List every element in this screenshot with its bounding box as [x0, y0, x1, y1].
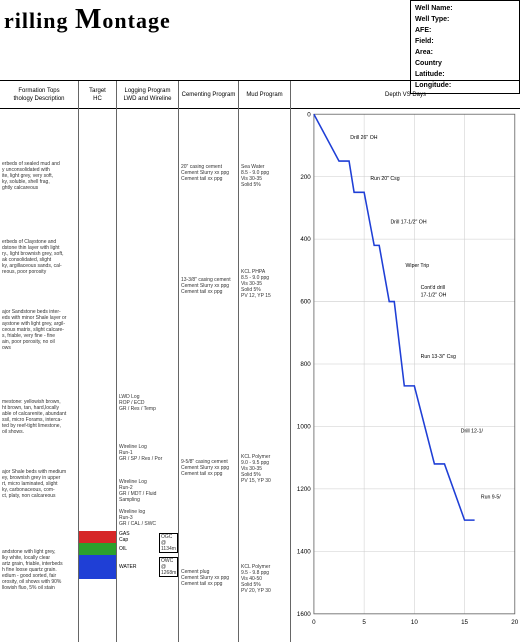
log-entry: Wireline Log Run-1 GR / SP / Res / Por: [119, 444, 176, 462]
chart-annotation: Run 13-3/" Csg: [421, 354, 456, 360]
column-body: 0200400600800100012001400160005101520Dri…: [291, 109, 520, 642]
chart-annotation: Run 20" Csg: [370, 176, 399, 182]
svg-text:5: 5: [362, 619, 366, 626]
mud-entry: KCL Polymer 9.5 - 9.8 ppg Vis 40-50 Soli…: [241, 564, 288, 594]
svg-text:0: 0: [307, 111, 311, 118]
wellinfo-field: Well Type:: [415, 14, 515, 25]
svg-text:400: 400: [300, 236, 311, 243]
log-entry: Wireline log Run-3 GR / CAL / SWC: [119, 509, 176, 527]
column-body: erbeds of sealed mud and y unconsolidate…: [0, 109, 78, 642]
svg-text:10: 10: [411, 619, 418, 626]
column-mud: Mud Program Sea Water 8.5 - 9.0 ppg Vis 3…: [238, 81, 290, 642]
cem-entry: 13-3/8" casing cement Cement Slurry xx p…: [181, 277, 236, 295]
chart-annotation: Drill 26" OH: [350, 135, 377, 141]
log-entry: LWD Log ROP / ECD GR / Res / Temp: [119, 394, 176, 412]
wellinfo-field: Country: [415, 58, 515, 69]
mud-entry: KCL PHPA 8.5 - 9.0 ppg Vis 30-35 Solid 5…: [241, 269, 288, 299]
column-form: Formation Tops thology Description erbeds…: [0, 81, 78, 642]
wellinfo-field: Well Name:: [415, 3, 515, 14]
form-entry: erbeds of Claystone and dstone thin laye…: [2, 239, 76, 275]
svg-text:20: 20: [511, 619, 518, 626]
mud-entry: KCL Polymer 9.0 - 9.5 ppg Vis 30-35 Soli…: [241, 454, 288, 484]
columns-container: Formation Tops thology Description erbeds…: [0, 80, 520, 642]
column-cem: Cementing Program 20" casing cement Cemen…: [178, 81, 238, 642]
chart-annotation: Run 9-5/: [481, 494, 501, 500]
svg-text:600: 600: [300, 299, 311, 306]
hc-block: [79, 543, 116, 555]
svg-text:1400: 1400: [297, 548, 311, 555]
svg-text:0: 0: [312, 619, 316, 626]
column-header: Mud Program: [239, 81, 290, 109]
depth-days-chart: 0200400600800100012001400160005101520Dri…: [291, 109, 520, 629]
form-entry: ajor Sandstone beds inter- eds with mino…: [2, 309, 76, 351]
title-cap: M: [75, 4, 102, 35]
form-entry: mestone: yellowish brown, ht brown, tan,…: [2, 399, 76, 435]
svg-text:200: 200: [300, 174, 311, 181]
column-hc: Target HCGAS CapOGC @ 1134mOILWATEROWC @…: [78, 81, 116, 642]
log-entry: Wireline Log Run-2 GR / MDT / Fluid Samp…: [119, 479, 176, 503]
hc-block: [79, 555, 116, 579]
cem-entry: Cement plug Cement Slurry xx ppg Cement …: [181, 569, 236, 587]
svg-text:15: 15: [461, 619, 468, 626]
chart-annotation: Cont'd drill: [421, 285, 445, 291]
cem-entry: 9-5/8" casing cement Cement Slurry xx pp…: [181, 459, 236, 477]
column-chart: Depth VS Days020040060080010001200140016…: [290, 81, 520, 642]
column-header: Depth VS Days: [291, 81, 520, 109]
svg-text:1200: 1200: [297, 486, 311, 493]
svg-text:1600: 1600: [297, 611, 311, 618]
column-header: Formation Tops thology Description: [0, 81, 78, 109]
column-log: Logging Program LWD and WirelineLWD Log …: [116, 81, 178, 642]
column-header: Cementing Program: [179, 81, 238, 109]
column-body: GAS CapOGC @ 1134mOILWATEROWC @ 1268m: [79, 109, 116, 642]
column-body: LWD Log ROP / ECD GR / Res / Temp Wirelin…: [117, 109, 178, 642]
column-body: 20" casing cement Cement Slurry xx ppg C…: [179, 109, 238, 642]
chart-annotation: Drill 17-1/2" OH: [390, 220, 426, 226]
wellinfo-field: Field:: [415, 36, 515, 47]
column-header: Logging Program LWD and Wireline: [117, 81, 178, 109]
form-entry: ajor Shale beds with medium ey, brownish…: [2, 469, 76, 499]
title-p2: ontage: [102, 8, 170, 33]
column-body: Sea Water 8.5 - 9.0 ppg Vis 30-35 Solid …: [239, 109, 290, 642]
title-p1: rilling: [4, 8, 68, 33]
form-entry: andstone with light grey, lky white, loc…: [2, 549, 76, 591]
wellinfo-field: Area:: [415, 47, 515, 58]
chart-annotation: Wiper Trip: [406, 263, 430, 269]
column-header: Target HC: [79, 81, 116, 109]
wellinfo-field: AFE:: [415, 25, 515, 36]
hc-block: [79, 531, 116, 543]
chart-annotation: Drill 12-1/: [461, 429, 484, 435]
svg-text:1000: 1000: [297, 424, 311, 431]
form-entry: erbeds of sealed mud and y unconsolidate…: [2, 161, 76, 191]
wellinfo-field: Latitude:: [415, 69, 515, 80]
svg-text:800: 800: [300, 361, 311, 368]
chart-annotation: 17-1/2" OH: [421, 292, 447, 298]
cem-entry: 20" casing cement Cement Slurry xx ppg C…: [181, 164, 236, 182]
mud-entry: Sea Water 8.5 - 9.0 ppg Vis 30-35 Solid …: [241, 164, 288, 188]
